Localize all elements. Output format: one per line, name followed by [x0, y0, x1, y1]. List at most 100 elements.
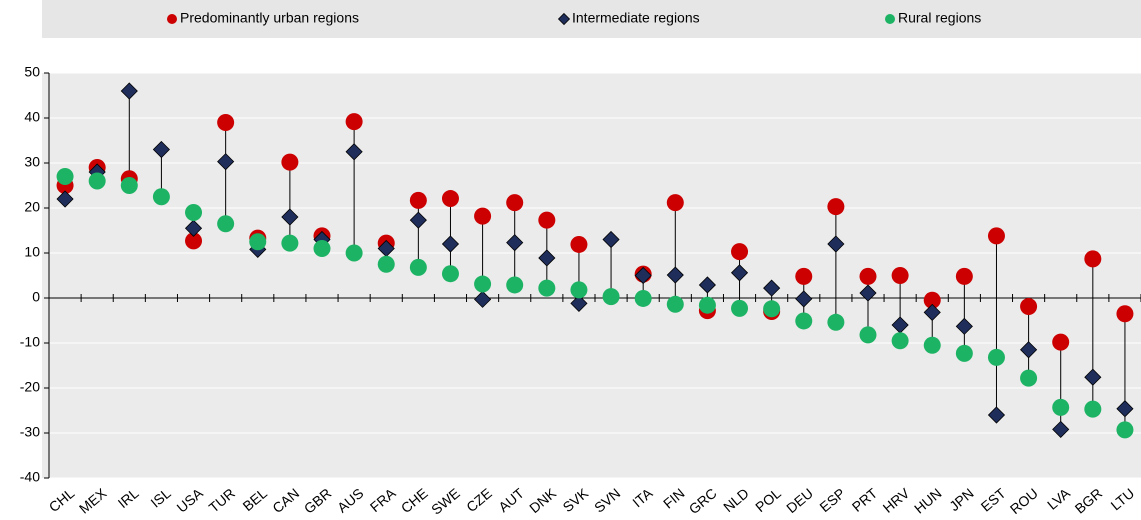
dot-marker: [859, 326, 877, 344]
x-tick-label: SWE: [428, 485, 463, 518]
dot-marker: [795, 312, 813, 330]
dot-marker: [474, 207, 492, 225]
dot-marker: [120, 177, 138, 194]
diamond-marker: [602, 230, 620, 249]
x-tick-label: LTU: [1107, 485, 1137, 514]
dot-marker: [1020, 298, 1038, 316]
dot-marker: [891, 267, 909, 284]
x-tick-label: BEL: [240, 485, 271, 514]
diamond-marker: [763, 279, 781, 297]
dot-marker: [827, 313, 845, 331]
x-tick-label: CAN: [269, 485, 302, 516]
dot-marker: [506, 276, 524, 294]
dot-marker: [1084, 250, 1102, 268]
diamond-marker: [1116, 400, 1134, 418]
y-tick-label: -40: [20, 469, 40, 485]
x-tick-label: ITA: [629, 484, 656, 510]
y-tick-label: 10: [24, 244, 40, 260]
dot-marker: [377, 255, 395, 273]
dot-marker: [602, 288, 620, 306]
diamond-marker: [730, 264, 749, 282]
dot-marker: [313, 240, 331, 257]
dot-marker: [570, 281, 588, 299]
x-tick-label: DNK: [526, 484, 559, 516]
dot-marker: [827, 198, 845, 216]
y-tick-label: 0: [32, 289, 40, 305]
diamond-marker: [184, 219, 203, 237]
diamond-marker: [795, 290, 813, 308]
diamond-marker: [557, 12, 571, 26]
dot-marker: [217, 114, 235, 131]
x-tick-label: ISL: [147, 485, 174, 511]
dot-marker: [731, 243, 749, 261]
diamond-marker: [441, 235, 460, 253]
dot-marker: [923, 336, 941, 354]
x-tick-label: CZE: [463, 485, 495, 515]
diamond-marker: [1084, 368, 1102, 386]
dot-marker: [1052, 398, 1070, 416]
x-tick-label: NLD: [720, 485, 752, 515]
dot-marker: [409, 258, 427, 276]
legend-label: Intermediate regions: [572, 10, 700, 26]
diamond-marker: [987, 406, 1006, 424]
dot-marker: [474, 275, 492, 293]
dot-marker: [345, 113, 363, 131]
diamond-marker: [474, 290, 492, 308]
dot-marker: [281, 234, 299, 252]
x-tick-label: IRL: [115, 485, 142, 511]
dot-marker: [987, 227, 1005, 245]
x-tick-label: BGR: [1072, 485, 1106, 517]
diamond-marker: [698, 276, 716, 294]
x-tick-label: HUN: [911, 485, 945, 517]
dot-marker: [1052, 333, 1070, 351]
diamond-marker: [859, 284, 877, 302]
legend-background: [42, 0, 1141, 38]
x-tick-label: FRA: [367, 484, 399, 515]
x-tick-label: AUS: [334, 485, 366, 516]
dot-marker: [923, 291, 941, 309]
dot-marker: [955, 267, 973, 285]
legend-label: Rural regions: [898, 10, 981, 26]
x-tick-label: SVK: [560, 484, 592, 515]
dot-marker: [987, 348, 1005, 366]
dot-marker: [795, 267, 813, 285]
dot-marker: [666, 295, 684, 313]
x-tick-label: EST: [978, 485, 1009, 515]
dot-marker: [763, 300, 781, 318]
diamond-marker: [506, 234, 524, 252]
dot-marker: [666, 194, 684, 212]
x-tick-label: ESP: [816, 485, 848, 515]
diamond-marker: [409, 211, 427, 229]
x-tick-label: DEU: [783, 485, 816, 516]
dot-marker: [249, 233, 267, 251]
dot-marker: [698, 296, 716, 314]
diamond-marker: [56, 190, 74, 208]
dot-marker: [281, 153, 299, 171]
x-tick-label: HRV: [880, 484, 913, 516]
y-tick-label: 40: [24, 109, 40, 125]
x-tick-label: ROU: [1007, 485, 1041, 517]
diamond-marker: [345, 143, 363, 161]
dot-marker: [441, 190, 459, 208]
x-tick-label: AUT: [495, 485, 527, 516]
dot-marker: [185, 232, 203, 250]
diamond-marker: [217, 153, 235, 171]
dot-marker: [859, 267, 877, 285]
x-tick-label: CHL: [46, 485, 78, 515]
x-tick-label: GBR: [301, 485, 335, 517]
x-tick-label: FIN: [660, 485, 688, 512]
diamond-marker: [955, 317, 973, 335]
x-tick-label: USA: [173, 484, 206, 515]
dot-marker: [570, 235, 588, 253]
dot-marker: [185, 204, 203, 221]
dot-marker: [409, 191, 427, 209]
y-tick-label: -20: [20, 379, 40, 395]
dot-marker: [1116, 305, 1134, 323]
diamond-marker: [120, 82, 138, 100]
dot-marker: [506, 194, 524, 212]
x-tick-label: SVN: [591, 485, 623, 516]
diamond-marker: [1052, 420, 1070, 438]
x-tick-label: POL: [752, 485, 784, 515]
x-tick-label: MEX: [76, 484, 110, 516]
x-tick-label: TUR: [206, 485, 238, 516]
